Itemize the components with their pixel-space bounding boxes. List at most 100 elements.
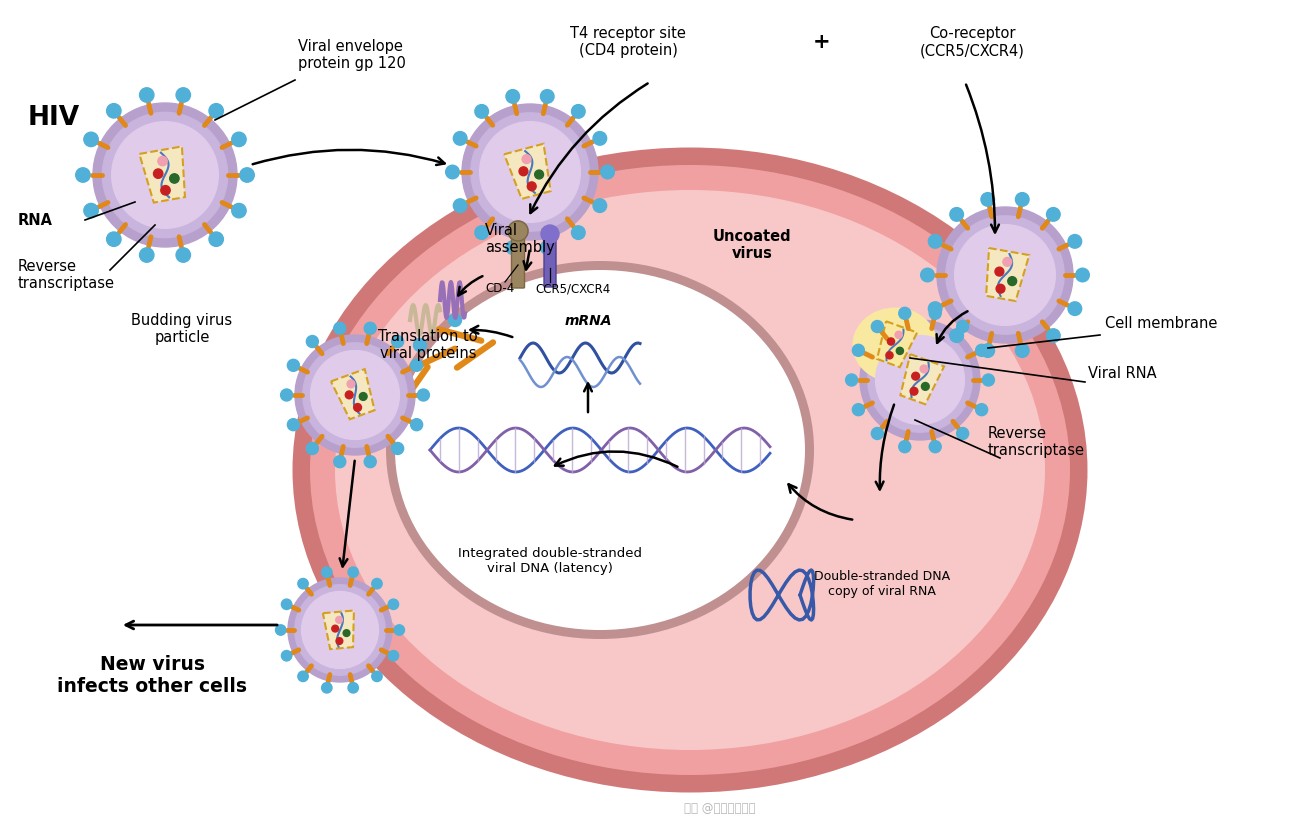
Circle shape: [601, 165, 615, 178]
Circle shape: [454, 199, 467, 212]
FancyBboxPatch shape: [511, 234, 524, 288]
Circle shape: [311, 350, 399, 439]
Circle shape: [975, 403, 988, 416]
Circle shape: [572, 226, 585, 239]
Circle shape: [303, 343, 407, 447]
Polygon shape: [901, 354, 944, 404]
Circle shape: [307, 442, 318, 455]
Circle shape: [287, 359, 299, 371]
Circle shape: [103, 112, 228, 237]
Circle shape: [364, 322, 376, 334]
Circle shape: [593, 132, 607, 145]
Circle shape: [888, 338, 894, 345]
Circle shape: [975, 344, 988, 356]
Circle shape: [994, 267, 1004, 276]
Circle shape: [474, 226, 489, 239]
Circle shape: [957, 427, 968, 439]
Ellipse shape: [309, 165, 1070, 775]
Text: Reverse
transcriptase: Reverse transcriptase: [18, 259, 114, 291]
Circle shape: [298, 671, 308, 681]
Circle shape: [448, 314, 461, 326]
Circle shape: [161, 186, 170, 195]
Circle shape: [954, 225, 1056, 325]
Circle shape: [231, 203, 246, 217]
Circle shape: [946, 216, 1065, 334]
Circle shape: [417, 389, 429, 401]
Circle shape: [853, 344, 865, 356]
Ellipse shape: [335, 190, 1045, 750]
Circle shape: [302, 592, 378, 668]
Circle shape: [157, 156, 168, 166]
Circle shape: [480, 122, 580, 222]
Circle shape: [176, 88, 191, 102]
Circle shape: [348, 567, 359, 578]
Text: Co-receptor
(CCR5/CXCR4): Co-receptor (CCR5/CXCR4): [919, 26, 1024, 58]
Text: Translation to
viral proteins: Translation to viral proteins: [378, 329, 478, 361]
Circle shape: [898, 441, 911, 452]
Circle shape: [593, 199, 607, 212]
Circle shape: [446, 165, 459, 178]
Circle shape: [861, 320, 980, 440]
Circle shape: [845, 374, 858, 386]
Circle shape: [896, 347, 903, 354]
Circle shape: [354, 403, 361, 412]
Circle shape: [346, 391, 354, 398]
Circle shape: [276, 625, 286, 635]
Circle shape: [853, 403, 865, 416]
Circle shape: [83, 132, 99, 147]
Circle shape: [170, 173, 179, 183]
Circle shape: [295, 335, 415, 455]
Circle shape: [506, 241, 520, 254]
Circle shape: [394, 625, 404, 635]
Circle shape: [295, 585, 385, 676]
Circle shape: [506, 90, 520, 103]
Circle shape: [868, 328, 972, 432]
Polygon shape: [878, 321, 916, 367]
Circle shape: [1015, 344, 1030, 358]
Text: Budding virus
particle: Budding virus particle: [131, 313, 233, 345]
Circle shape: [281, 651, 291, 661]
Circle shape: [523, 154, 530, 164]
Text: +: +: [814, 32, 831, 52]
Circle shape: [153, 169, 162, 178]
Circle shape: [1075, 268, 1089, 282]
Circle shape: [343, 630, 350, 637]
Text: Reverse
transcriptase: Reverse transcriptase: [988, 426, 1086, 458]
Circle shape: [139, 88, 153, 102]
Circle shape: [348, 682, 359, 693]
Text: Double-stranded DNA
copy of viral RNA: Double-stranded DNA copy of viral RNA: [814, 570, 950, 598]
Text: 知乎 @奔跑的胰岛素: 知乎 @奔跑的胰岛素: [684, 802, 755, 815]
Circle shape: [209, 104, 224, 118]
Circle shape: [176, 248, 191, 262]
Circle shape: [335, 617, 342, 623]
Circle shape: [83, 203, 99, 217]
Circle shape: [871, 427, 884, 439]
Circle shape: [1046, 208, 1059, 221]
Circle shape: [508, 221, 528, 241]
Circle shape: [950, 329, 963, 343]
Circle shape: [411, 359, 422, 371]
Circle shape: [391, 335, 403, 348]
Circle shape: [528, 182, 536, 191]
Circle shape: [1002, 257, 1011, 266]
Circle shape: [928, 302, 942, 315]
FancyBboxPatch shape: [543, 237, 556, 287]
Circle shape: [930, 441, 941, 452]
Circle shape: [572, 105, 585, 118]
Circle shape: [462, 104, 598, 240]
Polygon shape: [504, 144, 551, 199]
Circle shape: [389, 599, 399, 609]
Circle shape: [474, 105, 489, 118]
Polygon shape: [322, 611, 354, 649]
Circle shape: [372, 671, 382, 681]
Text: mRNA: mRNA: [564, 314, 612, 328]
Circle shape: [391, 442, 403, 455]
Circle shape: [413, 339, 426, 351]
Circle shape: [75, 168, 90, 183]
Ellipse shape: [292, 148, 1088, 793]
Circle shape: [910, 388, 918, 395]
Circle shape: [1046, 329, 1059, 343]
Circle shape: [1015, 193, 1030, 206]
Circle shape: [950, 208, 963, 221]
Text: RNA: RNA: [18, 213, 53, 228]
